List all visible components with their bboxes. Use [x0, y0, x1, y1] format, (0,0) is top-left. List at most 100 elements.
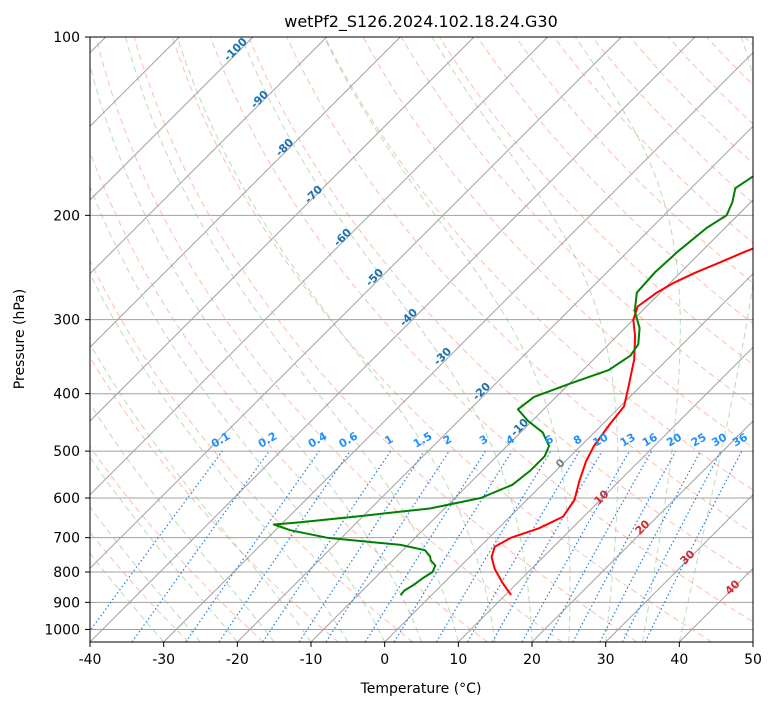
x-tick-label: 40	[670, 652, 688, 668]
dry-adiabat-line	[706, 37, 753, 86]
dewpoint-line	[272, 175, 753, 596]
mixing-ratio-label: 3	[477, 433, 490, 448]
moist-adiabat-label: 0	[553, 456, 568, 471]
y-tick-label: 700	[53, 531, 80, 547]
dry-adiabat-label: -90	[248, 88, 271, 111]
moist-adiabat-label: 30	[678, 547, 698, 567]
x-tick-label: -40	[79, 652, 102, 668]
moist-adiabat-label: 20	[633, 517, 653, 537]
y-tick-label: 1000	[44, 622, 80, 638]
moist-adiabat-line	[90, 506, 201, 642]
y-axis-title: Pressure (hPa)	[12, 289, 28, 389]
x-axis: -40 -30 -20 -10 0 10 20 30 40 50	[79, 642, 762, 668]
mixing-ratio-label: 0.2	[256, 430, 279, 451]
moist-adiabat-line	[241, 37, 533, 642]
isotherm-gridline	[384, 272, 753, 642]
isotherm-gridline	[752, 641, 753, 642]
x-tick-label: 20	[523, 652, 541, 668]
plot-frame	[89, 36, 754, 643]
sounding-profiles	[272, 175, 753, 596]
background-lines	[90, 37, 753, 642]
y-tick-label: 100	[53, 30, 80, 46]
mixing-ratio-label: 0.1	[209, 430, 232, 451]
temperature-line	[490, 247, 753, 596]
moist-adiabat-line	[90, 185, 386, 642]
isotherm-gridline	[90, 37, 696, 642]
moist-adiabat-line	[90, 272, 349, 642]
isotherm-gridline	[90, 37, 622, 570]
moist-adiabat-line	[90, 402, 275, 642]
moist-adiabat-line	[431, 37, 619, 642]
isotherm-gridline	[90, 37, 401, 349]
y-tick-label: 600	[53, 491, 80, 507]
isotherm-gridline	[236, 125, 753, 642]
isotherm-gridline	[457, 346, 753, 642]
isotherm-gridline	[90, 37, 475, 422]
dry-adiabat-label: -50	[363, 266, 386, 289]
isotherm-gridline	[310, 199, 753, 642]
mixing-ratio-line	[491, 450, 603, 642]
dry-adiabat-line	[629, 37, 753, 165]
mixing-ratio-label: 0.4	[306, 429, 330, 450]
dry-adiabat-line	[248, 37, 753, 578]
mixing-ratio-line	[218, 450, 351, 642]
isotherm-gridline	[90, 37, 328, 275]
x-tick-label: 0	[380, 652, 389, 668]
moist-adiabat-line	[90, 456, 238, 642]
dry-adiabat-label: -100	[221, 35, 250, 64]
y-tick-label: 500	[53, 444, 80, 460]
mixing-ratio-line	[466, 450, 580, 642]
chart-title: wetPf2_S126.2024.102.18.24.G30	[284, 12, 558, 32]
y-tick-label: 800	[53, 565, 80, 581]
x-tick-label: -10	[300, 652, 323, 668]
x-tick-label: 50	[744, 652, 762, 668]
mixing-ratio-label: 13	[618, 431, 638, 450]
moist-adiabat-label: 10	[592, 487, 612, 507]
x-tick-label: 10	[449, 652, 467, 668]
moist-adiabat-line	[176, 37, 496, 642]
mixing-ratio-line	[393, 450, 513, 642]
isotherm-gridline	[605, 493, 753, 642]
y-axis: 100 200 300 400 500 600 700 800 900 1000	[44, 30, 90, 638]
mixing-ratio-line	[435, 450, 552, 642]
mixing-ratio-line	[545, 450, 653, 642]
dry-adiabat-line	[90, 150, 488, 642]
dry-adiabat-line	[90, 259, 414, 642]
mixing-ratio-label: 2	[441, 433, 454, 448]
mixing-ratio-label: 16	[640, 430, 660, 449]
mixing-ratio-line	[572, 450, 677, 642]
mixing-ratio-label: 30	[709, 430, 729, 449]
y-tick-label: 400	[53, 387, 80, 403]
dry-adiabat-line	[90, 531, 190, 642]
dry-adiabat-line	[90, 445, 264, 642]
mixing-ratio-label: 0.6	[337, 429, 361, 450]
mixing-ratio-line	[325, 450, 450, 642]
mixing-ratio-line	[262, 450, 392, 642]
mixing-ratio-label: 36	[730, 430, 750, 449]
dry-adiabat-label: -60	[331, 226, 354, 249]
moist-adiabat-line	[574, 37, 681, 642]
mixing-ratio-line	[185, 450, 320, 642]
isotherm-gridline	[163, 51, 753, 642]
dry-adiabat-line	[515, 37, 753, 284]
isotherm-gridline	[90, 37, 549, 496]
x-axis-title: Temperature (°C)	[360, 681, 482, 697]
y-tick-label: 200	[53, 208, 80, 224]
dry-adiabat-line	[744, 37, 753, 47]
dry-adiabat-label: -70	[302, 183, 325, 206]
dry-adiabat-label: -40	[397, 306, 420, 329]
y-tick-label: 900	[53, 595, 80, 611]
dry-adiabat-line	[400, 37, 753, 407]
isotherm-gridline	[90, 37, 254, 201]
dry-adiabat-label: -20	[470, 380, 493, 403]
x-tick-label: 30	[597, 652, 615, 668]
mixing-ratio-label: 6	[543, 432, 556, 447]
mixing-ratio-label: 1.5	[411, 430, 434, 451]
dry-adiabat-line	[210, 37, 753, 623]
dry-adiabat-line	[324, 37, 753, 491]
y-tick-label: 300	[53, 313, 80, 329]
isotherm-gridline	[678, 567, 753, 642]
moist-adiabat-line	[323, 37, 571, 642]
isotherm-gridline	[531, 420, 753, 642]
moist-adiabat-line	[678, 37, 753, 642]
